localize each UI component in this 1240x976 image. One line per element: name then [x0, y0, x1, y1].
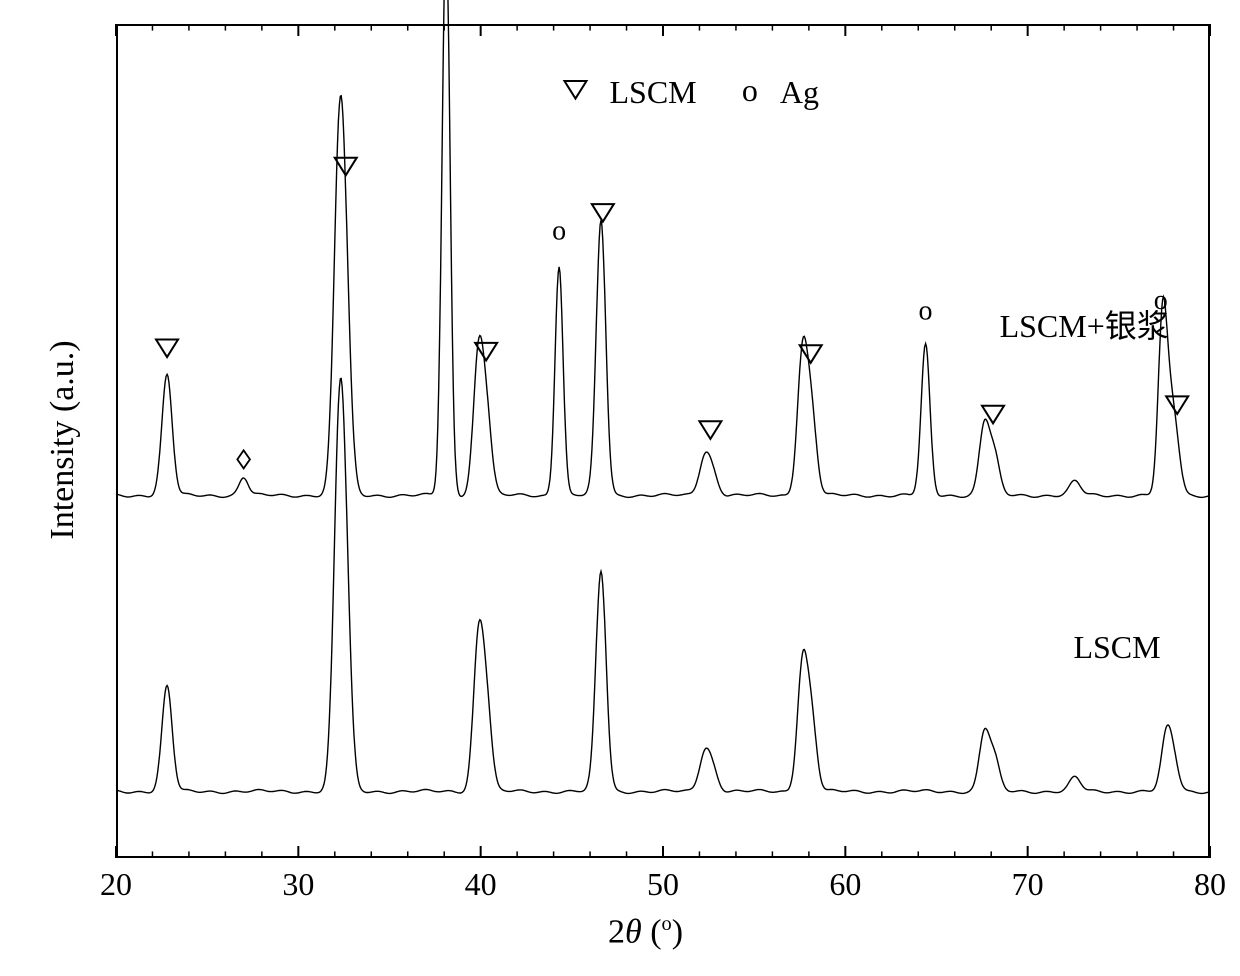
- x-tick-label: 70: [1008, 866, 1048, 903]
- triangle-down-marker-icon: [1166, 396, 1188, 414]
- x-tick-label: 40: [461, 866, 501, 903]
- triangle-down-marker-icon: [800, 345, 822, 363]
- o-marker-icon: o: [742, 72, 758, 108]
- triangle-down-marker-icon: [699, 421, 721, 439]
- x-tick-label: 80: [1190, 866, 1230, 903]
- diamond-marker-icon: [237, 450, 250, 468]
- x-tick-label: 30: [278, 866, 318, 903]
- triangle-down-marker-icon: [592, 204, 614, 222]
- triangle-down-marker-icon: [156, 339, 178, 357]
- x-axis-label-openparen: (: [642, 913, 662, 950]
- x-tick-label: 60: [825, 866, 865, 903]
- xrd-trace: [116, 379, 1210, 794]
- triangle-down-marker-icon: [475, 343, 497, 361]
- legend-item-text: Ag: [780, 74, 819, 110]
- pattern-label: LSCM: [1073, 629, 1160, 665]
- pattern-label: LSCM+银浆: [1000, 308, 1169, 344]
- x-axis-label-degree: o: [662, 913, 672, 935]
- x-axis-label-closeparen: ): [672, 913, 683, 950]
- chart-svg: ooooLSCMoAgLSCM+银浆LSCM: [0, 0, 1240, 976]
- y-axis-label: Intensity (a.u.): [44, 295, 82, 585]
- x-tick-label: 20: [96, 866, 136, 903]
- x-axis-label-theta: θ: [625, 913, 642, 950]
- legend-item-text: LSCM: [609, 74, 696, 110]
- o-marker-icon: o: [552, 215, 566, 246]
- x-tick-label: 50: [643, 866, 683, 903]
- x-axis-label: 2θ (o): [608, 913, 683, 951]
- figure-container: ooooLSCMoAgLSCM+银浆LSCM Intensity (a.u.) …: [0, 0, 1240, 976]
- x-axis-label-prefix: 2: [608, 913, 625, 950]
- triangle-down-marker-icon: [564, 81, 586, 99]
- y-axis-label-text: Intensity (a.u.): [44, 340, 81, 539]
- o-marker-icon: o: [919, 295, 933, 326]
- triangle-down-marker-icon: [982, 406, 1004, 424]
